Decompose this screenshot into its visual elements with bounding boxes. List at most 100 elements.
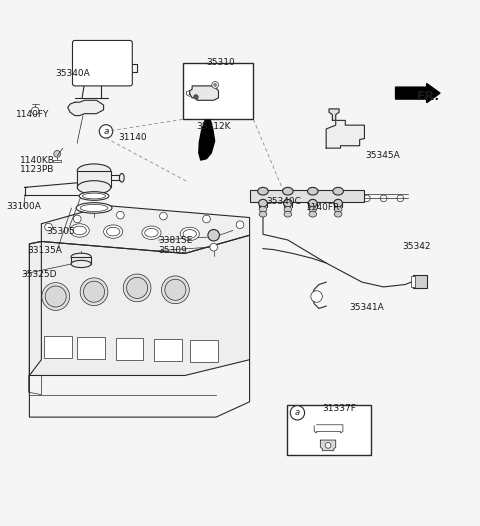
Circle shape — [78, 206, 83, 210]
Circle shape — [31, 107, 39, 115]
Circle shape — [210, 244, 217, 251]
Ellipse shape — [123, 274, 151, 302]
Ellipse shape — [259, 207, 267, 213]
Ellipse shape — [334, 199, 342, 207]
Text: 31337F: 31337F — [323, 404, 356, 413]
Ellipse shape — [71, 260, 91, 268]
Ellipse shape — [104, 225, 123, 238]
Ellipse shape — [284, 199, 292, 207]
Ellipse shape — [83, 193, 106, 199]
Text: 33100A: 33100A — [6, 202, 41, 211]
Circle shape — [45, 223, 52, 231]
Text: 35341A: 35341A — [349, 302, 384, 311]
Text: 35340A: 35340A — [56, 69, 91, 78]
Polygon shape — [190, 86, 218, 100]
Ellipse shape — [73, 226, 86, 235]
Ellipse shape — [76, 203, 112, 213]
Bar — [411, 276, 415, 287]
Polygon shape — [326, 120, 364, 148]
Text: 31140: 31140 — [118, 133, 146, 142]
Circle shape — [363, 195, 370, 202]
Ellipse shape — [309, 199, 317, 207]
Ellipse shape — [80, 205, 108, 211]
FancyBboxPatch shape — [72, 41, 132, 86]
Ellipse shape — [77, 180, 111, 194]
Circle shape — [290, 406, 305, 420]
Text: 35309: 35309 — [158, 246, 187, 255]
Text: 35325D: 35325D — [22, 269, 57, 278]
Bar — [71, 257, 91, 264]
Ellipse shape — [79, 191, 109, 200]
Text: 1140KB: 1140KB — [20, 156, 55, 165]
Text: 35310: 35310 — [206, 58, 235, 67]
Text: 1123PB: 1123PB — [20, 165, 54, 174]
Ellipse shape — [334, 207, 342, 213]
Circle shape — [203, 215, 210, 223]
Bar — [53, 159, 61, 163]
Circle shape — [99, 125, 113, 138]
Ellipse shape — [120, 174, 124, 182]
Text: 35342: 35342 — [403, 242, 431, 251]
Text: a: a — [103, 127, 109, 136]
Ellipse shape — [84, 281, 105, 302]
Bar — [154, 339, 181, 361]
Ellipse shape — [165, 279, 186, 300]
Text: 35340C: 35340C — [266, 197, 300, 206]
Ellipse shape — [142, 226, 161, 239]
Circle shape — [208, 229, 219, 241]
Text: FR.: FR. — [417, 90, 440, 103]
Ellipse shape — [333, 187, 343, 195]
Polygon shape — [41, 206, 250, 254]
Circle shape — [397, 195, 404, 202]
Bar — [44, 336, 72, 358]
Circle shape — [105, 206, 110, 210]
Circle shape — [212, 82, 218, 88]
Text: 35305: 35305 — [46, 227, 75, 236]
Text: 1140FY: 1140FY — [16, 110, 49, 119]
Ellipse shape — [180, 227, 199, 240]
Bar — [182, 63, 253, 119]
Bar — [190, 340, 217, 361]
Ellipse shape — [161, 276, 189, 304]
Text: 1140FR: 1140FR — [306, 203, 340, 211]
Bar — [77, 337, 105, 359]
Ellipse shape — [42, 282, 70, 310]
Text: 33135A: 33135A — [27, 246, 62, 255]
Ellipse shape — [77, 164, 111, 177]
Bar — [250, 190, 364, 202]
Circle shape — [214, 84, 216, 86]
Ellipse shape — [183, 229, 196, 238]
Polygon shape — [329, 109, 339, 120]
Ellipse shape — [259, 199, 267, 207]
Polygon shape — [29, 241, 41, 376]
Bar — [116, 338, 144, 360]
Polygon shape — [68, 100, 104, 116]
Ellipse shape — [127, 277, 148, 298]
Ellipse shape — [308, 187, 318, 195]
Ellipse shape — [334, 211, 342, 217]
Ellipse shape — [70, 224, 89, 237]
Ellipse shape — [107, 227, 120, 236]
Ellipse shape — [284, 211, 292, 217]
Circle shape — [159, 213, 167, 220]
Text: a: a — [295, 408, 300, 417]
Ellipse shape — [309, 207, 317, 213]
Circle shape — [73, 215, 81, 223]
Ellipse shape — [80, 278, 108, 306]
Ellipse shape — [283, 187, 293, 195]
Ellipse shape — [259, 211, 267, 217]
Ellipse shape — [145, 228, 158, 237]
FancyArrow shape — [396, 84, 440, 103]
Polygon shape — [199, 120, 215, 160]
Circle shape — [236, 221, 244, 228]
Ellipse shape — [309, 211, 317, 217]
Ellipse shape — [258, 187, 268, 195]
Circle shape — [193, 95, 198, 99]
Text: 35312K: 35312K — [196, 122, 230, 131]
Bar — [77, 170, 111, 187]
Circle shape — [325, 442, 331, 448]
Circle shape — [311, 291, 323, 302]
Ellipse shape — [71, 253, 91, 260]
Text: 35345A: 35345A — [365, 151, 400, 160]
Polygon shape — [321, 440, 336, 451]
